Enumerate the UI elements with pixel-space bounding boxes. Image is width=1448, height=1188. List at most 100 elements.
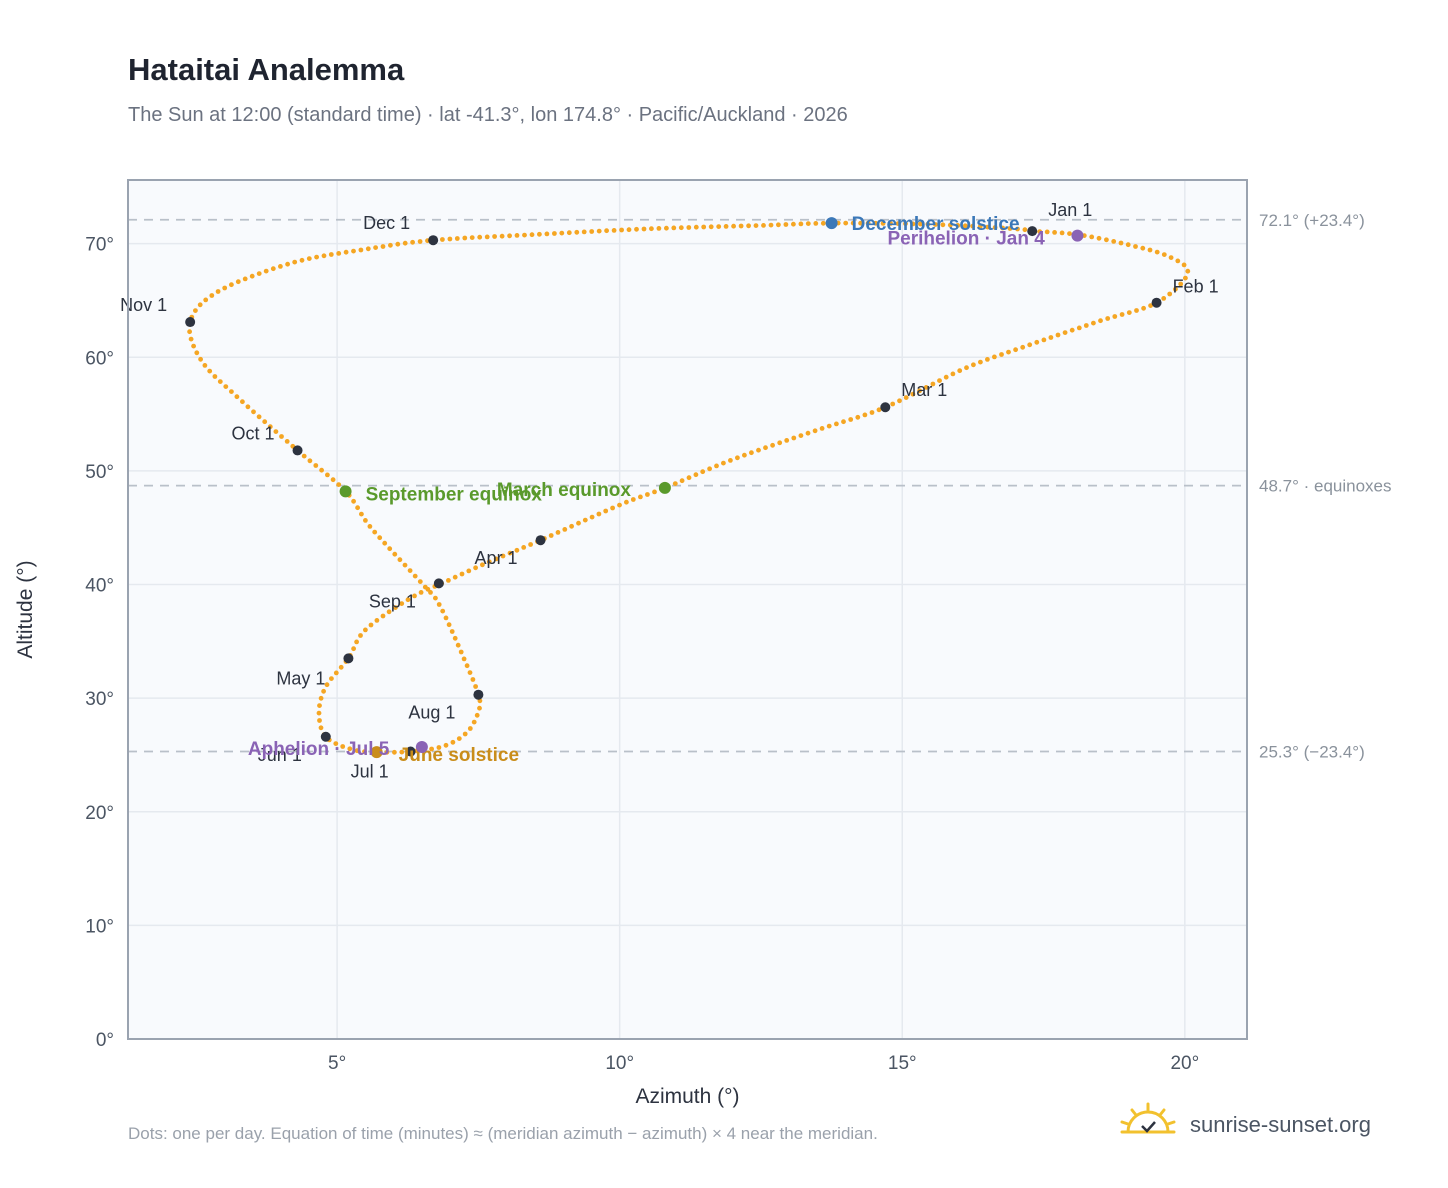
daily-sun-dot (869, 410, 875, 415)
daily-sun-dot (351, 646, 356, 652)
daily-sun-dot (880, 221, 886, 226)
daily-sun-dot (459, 571, 465, 577)
daily-sun-dot (721, 460, 726, 466)
daily-sun-dot (358, 247, 364, 253)
daily-sun-dot (1006, 349, 1011, 355)
daily-sun-dot (392, 749, 397, 755)
daily-sun-dot (910, 221, 916, 227)
brand-link[interactable]: sunrise-sunset.org (1120, 1102, 1400, 1146)
daily-sun-dot (455, 642, 461, 648)
daily-sun-dot (402, 562, 408, 568)
daily-sun-dot (1044, 229, 1050, 235)
daily-sun-dot (452, 574, 458, 580)
daily-sun-dot (950, 371, 956, 377)
daily-sun-dot (443, 615, 449, 621)
daily-sun-dot (428, 590, 433, 595)
daily-sun-dot (386, 609, 392, 615)
daily-sun-dot (686, 225, 692, 230)
daily-sun-dot (910, 391, 916, 397)
daily-sun-dot (566, 230, 572, 236)
daily-sun-dot (279, 434, 284, 439)
daily-sun-dot (359, 511, 364, 517)
month-marker (473, 689, 484, 700)
daily-sun-dot (1069, 327, 1075, 333)
daily-sun-dot (897, 398, 902, 404)
daily-sun-dot (574, 229, 580, 235)
daily-sun-dot (812, 428, 818, 434)
daily-sun-dot (343, 249, 349, 255)
daily-sun-dot (753, 223, 759, 229)
daily-sun-dot (943, 374, 949, 380)
daily-sun-dot (354, 639, 359, 645)
daily-sun-dot (714, 463, 719, 469)
daily-sun-dot (1161, 252, 1167, 257)
daily-sun-dot (770, 442, 775, 448)
daily-sun-dot (240, 399, 245, 405)
daily-sun-dot (678, 225, 684, 231)
daily-sun-dot (433, 595, 438, 601)
sun-icon (1120, 1102, 1176, 1134)
daily-sun-dot (544, 231, 550, 237)
daily-sun-dot (559, 230, 565, 236)
daily-sun-dot (903, 221, 908, 227)
daily-sun-dot (1134, 308, 1139, 313)
daily-sun-dot (223, 384, 229, 389)
daily-sun-dot (417, 579, 423, 584)
daily-sun-dot (212, 374, 218, 379)
daily-sun-dot (384, 749, 390, 755)
y-tick-label: 70° (85, 235, 114, 256)
daily-sun-dot (333, 670, 339, 676)
daily-sun-dot (363, 518, 368, 523)
daily-sun-dot (313, 463, 319, 468)
daily-sun-dot (1126, 310, 1132, 315)
page-subtitle: The Sun at 12:00 (standard time) · lat -… (128, 104, 848, 126)
month-label: Sep 1 (369, 591, 416, 611)
daily-sun-dot (1133, 244, 1138, 249)
daily-sun-dot (480, 562, 485, 568)
daily-sun-dot (888, 221, 893, 226)
daily-sun-dot (918, 221, 923, 227)
daily-sun-dot (1175, 258, 1181, 264)
daily-sun-dot (229, 282, 234, 288)
daily-sun-dot (1091, 320, 1096, 326)
daily-sun-dot (940, 222, 946, 228)
brand-name[interactable]: sunrise-sunset.org (1190, 1112, 1371, 1137)
daily-sun-dot (197, 302, 203, 308)
daily-sun-dot (970, 223, 976, 229)
daily-sun-dot (492, 234, 497, 239)
daily-sun-dot (467, 670, 473, 675)
daily-sun-dot (325, 472, 330, 478)
daily-sun-dot (507, 550, 513, 556)
daily-sun-dot (735, 455, 740, 461)
daily-sun-dot (477, 705, 482, 711)
daily-sun-dot (742, 452, 747, 458)
month-label: Jun 1 (258, 745, 302, 765)
daily-sun-dot (333, 741, 339, 746)
daily-sun-dot (329, 676, 334, 681)
daily-sun-dot (188, 336, 194, 342)
daily-sun-dot (368, 622, 374, 628)
daily-sun-dot (198, 356, 204, 362)
daily-sun-dot (436, 602, 442, 607)
daily-sun-dot (645, 492, 650, 497)
daily-sun-dot (1048, 335, 1054, 340)
month-marker (1151, 297, 1162, 308)
daily-sun-dot (367, 524, 373, 529)
daily-sun-dot (589, 514, 595, 520)
daily-sun-dot (354, 748, 360, 754)
daily-sun-dot (399, 601, 405, 606)
daily-sun-dot (603, 508, 609, 514)
month-label: Aug 1 (408, 703, 455, 723)
daily-sun-dot (1041, 337, 1047, 343)
daily-sun-dot (215, 289, 221, 294)
daily-sun-dot (862, 412, 868, 418)
daily-sun-dot (429, 746, 434, 752)
event-label: Perihelion · Jan 4 (887, 229, 1045, 250)
daily-sun-dot (626, 227, 632, 233)
reference-line-label: 72.1° (+23.4°) (1259, 211, 1365, 230)
daily-sun-dot (701, 224, 707, 230)
daily-sun-dot (471, 719, 477, 725)
daily-sun-dot (270, 266, 276, 272)
daily-sun-dot (395, 241, 401, 247)
